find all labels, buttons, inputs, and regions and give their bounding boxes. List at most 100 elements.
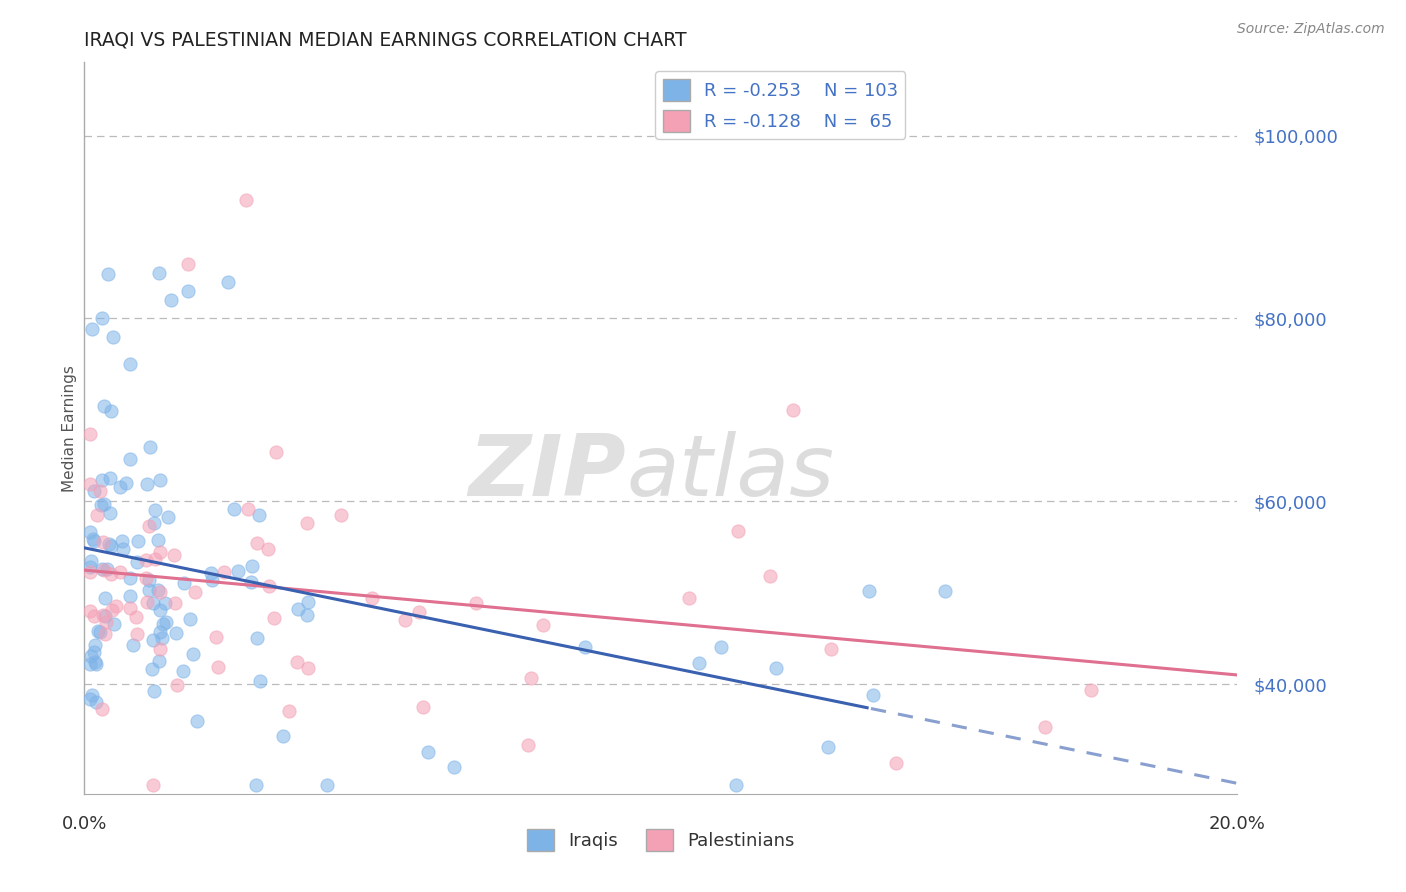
- Point: [152, 617, 174, 632]
- Point: [782, 402, 804, 417]
- Point: [142, 778, 165, 792]
- Point: [100, 539, 122, 553]
- Point: [90, 562, 112, 576]
- Point: [149, 545, 172, 559]
- Point: [111, 533, 134, 548]
- Point: [285, 656, 308, 670]
- Point: [183, 647, 205, 661]
- Point: [236, 501, 259, 516]
- Point: [84, 657, 107, 671]
- Point: [86, 508, 108, 522]
- Point: [531, 618, 554, 632]
- Point: [184, 585, 207, 599]
- Point: [765, 661, 787, 675]
- Text: 20.0%: 20.0%: [1209, 814, 1265, 832]
- Point: [246, 632, 269, 646]
- Point: [100, 404, 122, 418]
- Point: [165, 626, 187, 640]
- Point: [94, 608, 117, 623]
- Point: [817, 739, 839, 754]
- Point: [277, 704, 299, 718]
- Point: [150, 631, 173, 645]
- Point: [83, 656, 105, 670]
- Point: [79, 648, 101, 663]
- Point: [759, 569, 782, 583]
- Point: [295, 608, 318, 623]
- Point: [97, 267, 120, 281]
- Point: [465, 596, 488, 610]
- Point: [156, 509, 179, 524]
- Point: [101, 603, 124, 617]
- Point: [89, 483, 111, 498]
- Point: [207, 660, 229, 674]
- Y-axis label: Median Earnings: Median Earnings: [62, 365, 77, 491]
- Point: [149, 625, 172, 640]
- Point: [153, 596, 176, 610]
- Point: [100, 567, 122, 582]
- Point: [212, 565, 235, 579]
- Point: [224, 501, 246, 516]
- Point: [83, 609, 105, 624]
- Point: [163, 548, 186, 562]
- Point: [148, 583, 170, 598]
- Point: [138, 583, 160, 598]
- Legend: Iraqis, Palestinians: Iraqis, Palestinians: [520, 822, 801, 858]
- Point: [79, 427, 101, 442]
- Point: [93, 563, 115, 577]
- Point: [80, 688, 103, 702]
- Point: [257, 542, 280, 557]
- Point: [98, 537, 121, 551]
- Point: [135, 553, 157, 567]
- Point: [83, 638, 105, 652]
- Point: [239, 574, 262, 589]
- Point: [135, 571, 157, 585]
- Point: [295, 516, 318, 531]
- Point: [94, 615, 117, 629]
- Point: [103, 617, 125, 632]
- Point: [108, 566, 131, 580]
- Point: [142, 632, 165, 647]
- Point: [443, 760, 465, 774]
- Point: [177, 284, 200, 298]
- Point: [179, 611, 201, 625]
- Point: [120, 571, 142, 585]
- Point: [249, 673, 271, 688]
- Point: [91, 535, 114, 549]
- Point: [408, 605, 430, 619]
- Point: [934, 583, 956, 598]
- Point: [118, 452, 141, 467]
- Point: [79, 560, 101, 574]
- Point: [412, 699, 434, 714]
- Point: [96, 562, 118, 576]
- Point: [263, 611, 285, 625]
- Point: [93, 497, 115, 511]
- Point: [136, 476, 159, 491]
- Point: [148, 266, 170, 280]
- Point: [83, 483, 105, 498]
- Point: [177, 256, 200, 270]
- Point: [94, 627, 117, 641]
- Point: [142, 596, 165, 610]
- Text: IRAQI VS PALESTINIAN MEDIAN EARNINGS CORRELATION CHART: IRAQI VS PALESTINIAN MEDIAN EARNINGS COR…: [84, 30, 688, 50]
- Point: [235, 193, 257, 207]
- Point: [273, 729, 295, 743]
- Point: [83, 533, 105, 548]
- Point: [858, 584, 880, 599]
- Point: [114, 475, 136, 490]
- Point: [884, 756, 907, 770]
- Point: [103, 329, 124, 343]
- Point: [98, 507, 121, 521]
- Point: [84, 695, 107, 709]
- Point: [125, 610, 148, 624]
- Point: [90, 473, 112, 487]
- Point: [118, 589, 141, 603]
- Point: [678, 591, 700, 606]
- Point: [200, 566, 222, 580]
- Text: ZIP: ZIP: [468, 431, 626, 514]
- Point: [125, 627, 148, 641]
- Point: [165, 596, 187, 610]
- Point: [394, 613, 416, 627]
- Point: [141, 662, 163, 676]
- Point: [79, 566, 101, 580]
- Point: [416, 744, 439, 758]
